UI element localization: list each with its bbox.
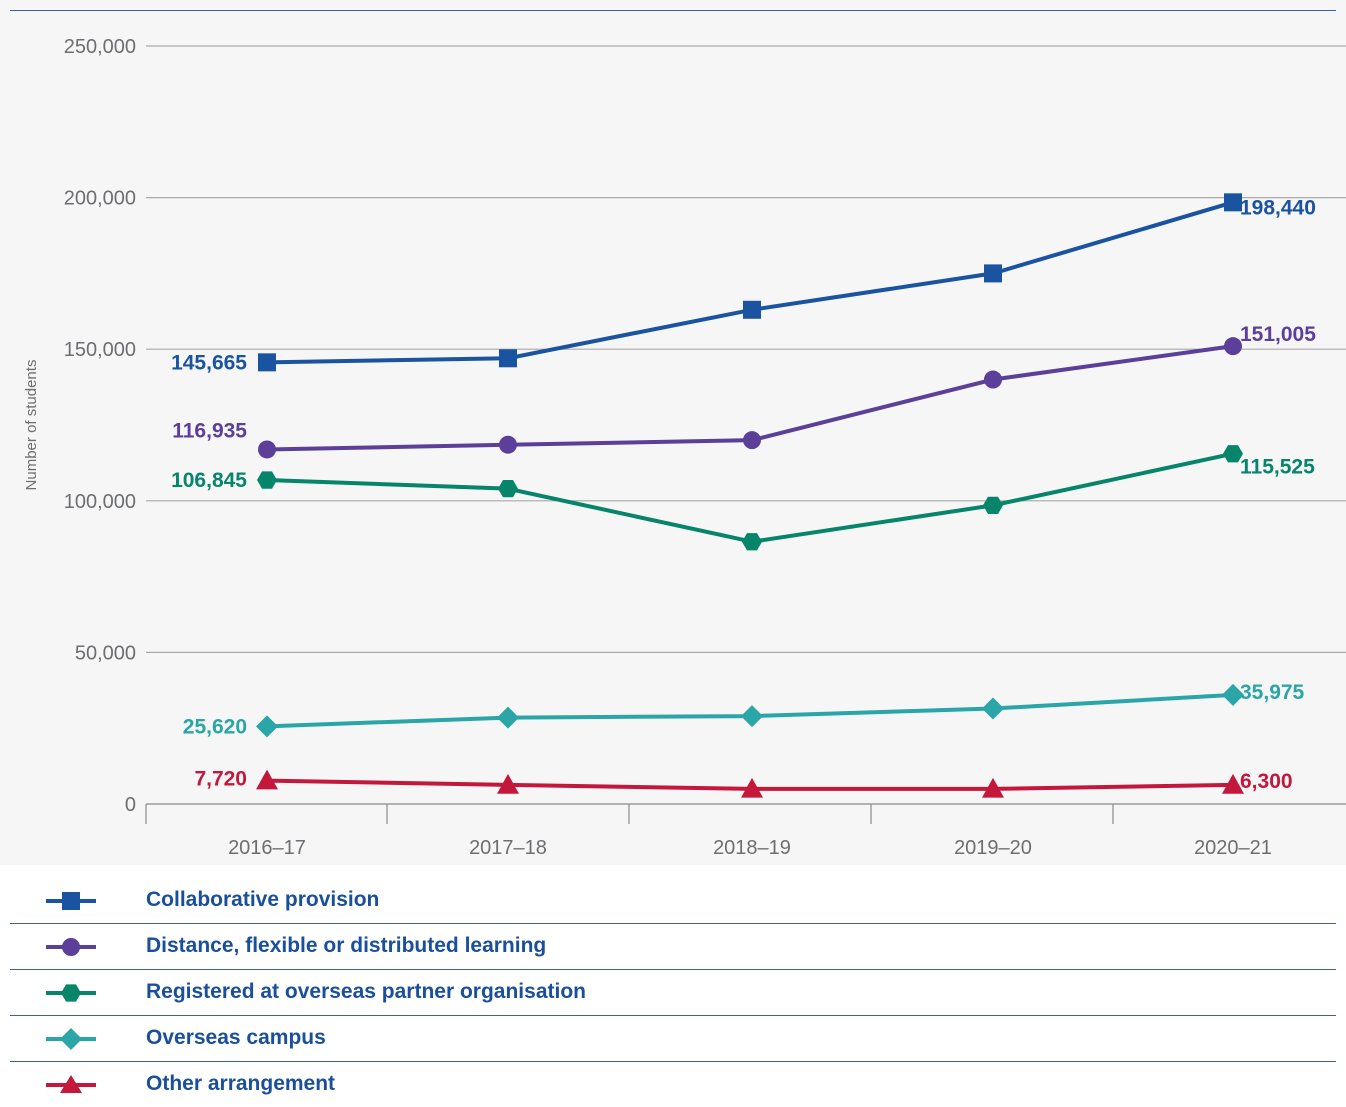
data-point-registered-at-overseas-partner-organisation [498, 480, 518, 498]
data-point-other-arrangement [256, 769, 278, 790]
data-label-other-arrangement-first: 7,720 [194, 768, 247, 791]
data-label-other-arrangement-last: 6,300 [1240, 770, 1293, 793]
data-point-overseas-campus [497, 706, 519, 729]
data-label-collaborative-provision-first: 145,665 [171, 351, 247, 374]
data-point-distance-flexible-or-distributed-learning [984, 370, 1002, 389]
data-label-collaborative-provision-last: 198,440 [1240, 196, 1316, 219]
data-point-overseas-campus [741, 705, 763, 728]
legend: Collaborative provision Distance, flexibl… [0, 878, 1346, 1107]
y-tick-label: 50,000 [75, 642, 136, 664]
data-point-collaborative-provision [499, 349, 517, 368]
data-point-distance-flexible-or-distributed-learning [499, 435, 517, 454]
legend-swatch-circle-icon [46, 938, 96, 956]
data-point-other-arrangement [982, 777, 1004, 798]
x-tick-label: 2017–18 [469, 837, 547, 859]
data-point-other-arrangement [1222, 773, 1244, 794]
data-point-distance-flexible-or-distributed-learning [743, 431, 761, 450]
x-tick-label: 2016–17 [228, 837, 306, 859]
data-point-collaborative-provision [258, 353, 276, 372]
x-tick-label: 2019–20 [954, 837, 1032, 859]
line-chart: 0 50,000 100,000 150,000 200,000 250,000 2016–… [23, 36, 1346, 859]
data-label-overseas-campus-last: 35,975 [1240, 681, 1305, 704]
legend-item-overseas-campus: Overseas campus [10, 1016, 1336, 1062]
legend-item-registered-at-overseas-partner-organisation: Registered at overseas partner organisat… [10, 970, 1336, 1016]
legend-swatch-diamond-icon [46, 1028, 96, 1050]
legend-label: Collaborative provision [146, 888, 380, 911]
y-tick-label: 250,000 [64, 36, 136, 58]
data-label-registered-at-overseas-partner-organisation-last: 115,525 [1240, 456, 1315, 479]
x-tick-label: 2018–19 [713, 837, 791, 859]
legend-item-distance-flexible-or-distributed-learning: Distance, flexible or distributed learni… [10, 924, 1336, 970]
data-point-overseas-campus [256, 715, 278, 738]
data-label-overseas-campus-first: 25,620 [183, 715, 247, 738]
data-point-other-arrangement [497, 773, 519, 794]
top-rule [10, 10, 1336, 11]
y-axis-title: Number of students [23, 360, 40, 491]
chart-area: 0 50,000 100,000 150,000 200,000 250,000 2016–… [23, 36, 1346, 859]
legend-label: Other arrangement [146, 1072, 336, 1095]
series-line-collaborative-provision [266, 200, 1234, 365]
y-tick-label: 0 [125, 794, 136, 816]
x-tick-label: 2020–21 [1194, 837, 1272, 859]
y-tick-label: 150,000 [64, 339, 136, 361]
legend-swatch-triangle-icon [46, 1075, 96, 1093]
data-point-registered-at-overseas-partner-organisation [742, 533, 762, 551]
legend-item-other-arrangement: Other arrangement [10, 1062, 1336, 1107]
data-label-distance-flexible-or-distributed-learning-first: 116,935 [172, 419, 247, 442]
legend-label: Registered at overseas partner organisat… [146, 980, 586, 1003]
legend-swatch-square-icon [46, 892, 96, 910]
data-point-collaborative-provision [743, 300, 761, 319]
data-point-registered-at-overseas-partner-organisation [257, 471, 277, 489]
data-point-overseas-campus [982, 697, 1004, 720]
data-point-overseas-campus [1222, 683, 1244, 706]
data-point-registered-at-overseas-partner-organisation [1223, 445, 1243, 463]
y-tick-label: 200,000 [64, 188, 136, 210]
data-point-other-arrangement [741, 777, 763, 798]
legend-swatch-hexagon-icon [46, 984, 96, 1002]
series-line-registered-at-overseas-partner-organisation [266, 451, 1234, 544]
data-point-collaborative-provision [1224, 193, 1242, 212]
data-point-collaborative-provision [984, 264, 1002, 283]
legend-label: Distance, flexible or distributed learni… [146, 934, 547, 957]
y-tick-label: 100,000 [64, 491, 136, 513]
legend-item-collaborative-provision: Collaborative provision [10, 878, 1336, 924]
data-label-registered-at-overseas-partner-organisation-first: 106,845 [171, 469, 247, 492]
data-label-distance-flexible-or-distributed-learning-last: 151,005 [1240, 323, 1316, 346]
legend-label: Overseas campus [146, 1026, 326, 1049]
data-point-registered-at-overseas-partner-organisation [983, 496, 1003, 514]
data-point-distance-flexible-or-distributed-learning [1224, 337, 1242, 356]
data-point-distance-flexible-or-distributed-learning [258, 440, 276, 459]
